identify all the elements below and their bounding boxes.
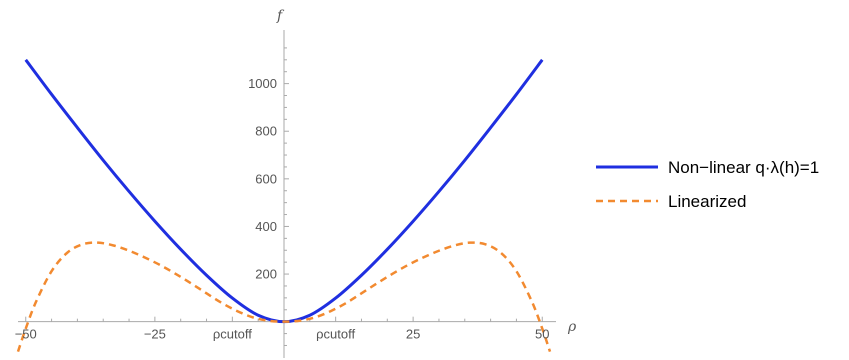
series-layer <box>16 58 552 353</box>
y-tick-label: 1000 <box>248 76 277 91</box>
legend-label-nonlinear: Non−linear q·λ(h)=1 <box>668 158 819 177</box>
legend: Non−linear q·λ(h)=1 Linearized <box>596 158 819 211</box>
x-tick-label: ρcutoff <box>213 327 252 342</box>
x-tick-label: −25 <box>144 327 166 342</box>
axes <box>18 30 556 358</box>
x-axis-label: ρ <box>567 319 577 335</box>
y-tick-label: 200 <box>255 267 277 282</box>
series-line-linearized <box>16 241 552 353</box>
y-tick-label: 800 <box>255 124 277 139</box>
legend-label-linearized: Linearized <box>668 192 746 211</box>
x-tick-label: ρcutoff <box>316 327 355 342</box>
y-tick-label: 400 <box>255 219 277 234</box>
y-tick-label: 600 <box>255 171 277 186</box>
x-tick-label: −50 <box>15 327 37 342</box>
y-axis-label: f <box>276 8 285 24</box>
x-tick-label: 50 <box>535 327 549 342</box>
ticks-layer: −50 −25 ρcutoff ρcutoff 25 50 200 400 600 800 1000 <box>15 76 550 342</box>
x-tick-label: 25 <box>406 327 420 342</box>
